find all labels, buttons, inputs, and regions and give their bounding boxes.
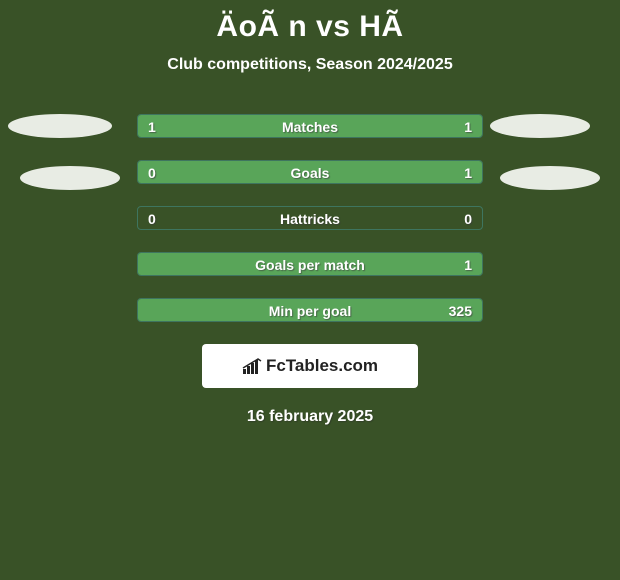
stat-value-right: 325 bbox=[449, 299, 472, 322]
footer-date: 16 february 2025 bbox=[0, 408, 620, 426]
player-right-photo-1 bbox=[490, 114, 590, 138]
stat-value-right: 1 bbox=[464, 115, 472, 138]
stat-row: Min per goal325 bbox=[137, 298, 483, 322]
player-right-photo-2 bbox=[500, 166, 600, 190]
stat-value-right: 0 bbox=[464, 207, 472, 230]
stat-value-right: 1 bbox=[464, 253, 472, 276]
player-left-photo-1 bbox=[8, 114, 112, 138]
stat-label: Goals bbox=[138, 161, 482, 184]
stat-label: Goals per match bbox=[138, 253, 482, 276]
stat-row: 1Matches1 bbox=[137, 114, 483, 138]
stat-label: Matches bbox=[138, 115, 482, 138]
logo-text: FcTables.com bbox=[266, 356, 378, 376]
stat-value-right: 1 bbox=[464, 161, 472, 184]
stat-row: 0Goals1 bbox=[137, 160, 483, 184]
chart-icon bbox=[242, 357, 262, 375]
page-title: ÄoÃ n vs HÃ bbox=[0, 10, 620, 44]
site-logo[interactable]: FcTables.com bbox=[202, 344, 418, 388]
stat-row: 0Hattricks0 bbox=[137, 206, 483, 230]
page-subtitle: Club competitions, Season 2024/2025 bbox=[0, 56, 620, 74]
player-left-photo-2 bbox=[20, 166, 120, 190]
stat-label: Hattricks bbox=[138, 207, 482, 230]
stat-row: Goals per match1 bbox=[137, 252, 483, 276]
stat-label: Min per goal bbox=[138, 299, 482, 322]
stats-area: 1Matches10Goals10Hattricks0Goals per mat… bbox=[0, 114, 620, 322]
